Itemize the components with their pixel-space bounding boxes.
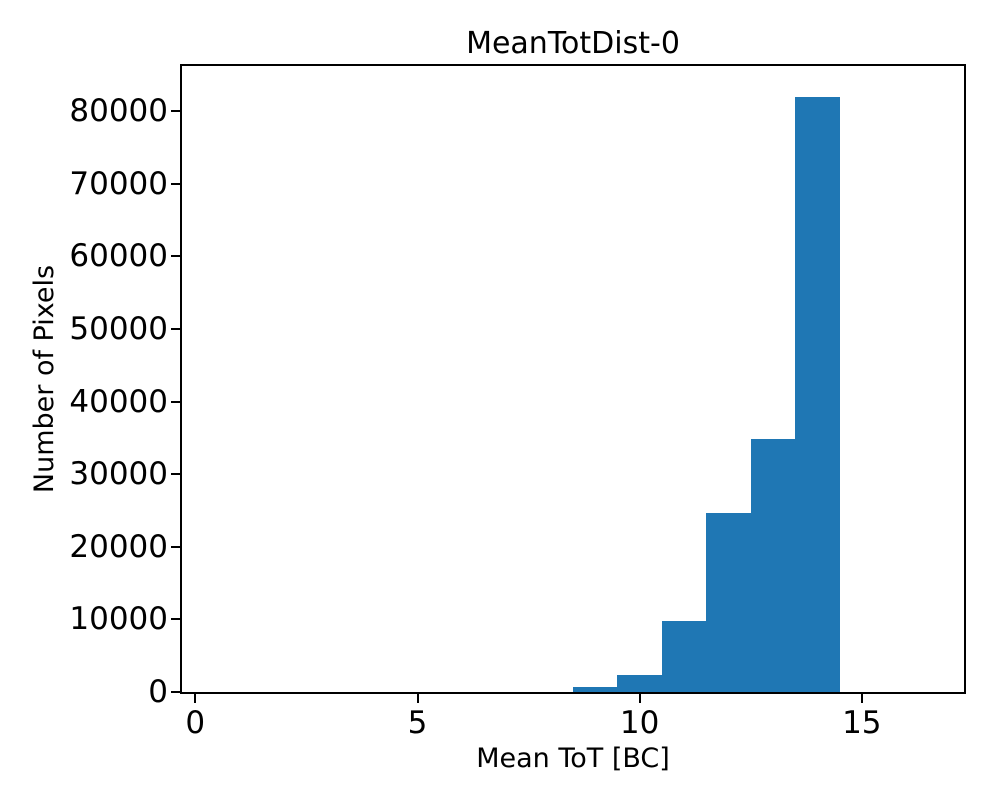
y-axis-tick	[171, 545, 180, 548]
chart-title: MeanTotDist-0	[466, 26, 680, 61]
x-axis-tick	[194, 694, 197, 703]
x-axis-tick	[416, 694, 419, 703]
x-axis-tick	[638, 694, 641, 703]
histogram-bar	[617, 674, 662, 692]
y-axis-tick	[171, 110, 180, 112]
y-tick-label: 70000	[69, 165, 168, 202]
histogram-bar	[573, 686, 618, 692]
y-axis-tick	[171, 400, 180, 403]
x-axis-tick	[860, 694, 863, 703]
y-axis-tick	[171, 182, 180, 185]
y-axis-label: Number of Pixels	[29, 264, 60, 494]
y-tick-label: 40000	[69, 383, 168, 420]
y-tick-label: 20000	[69, 528, 168, 565]
y-tick-label: 50000	[69, 310, 168, 347]
histogram-bar	[750, 438, 796, 692]
x-tick-label: 5	[407, 705, 428, 741]
y-tick-label: 30000	[69, 456, 168, 493]
x-axis-label: Mean ToT [BC]	[476, 743, 670, 774]
y-axis-tick	[171, 618, 180, 621]
y-axis-tick	[171, 473, 180, 476]
y-axis-tick	[171, 691, 180, 693]
y-tick-label: 10000	[69, 601, 168, 638]
y-tick-label: 80000	[69, 93, 168, 129]
x-tick-label: 10	[619, 705, 660, 741]
histogram-bar	[706, 513, 751, 692]
histogram-bar	[661, 620, 707, 692]
y-tick-label: 60000	[69, 238, 168, 275]
y-axis-tick	[171, 255, 180, 258]
y-axis-tick	[171, 327, 180, 330]
x-tick-label: 15	[842, 705, 882, 741]
x-tick-label: 0	[185, 705, 206, 741]
y-tick-label: 0	[148, 674, 168, 710]
plot-area	[180, 64, 966, 694]
histogram-bar	[795, 96, 840, 692]
